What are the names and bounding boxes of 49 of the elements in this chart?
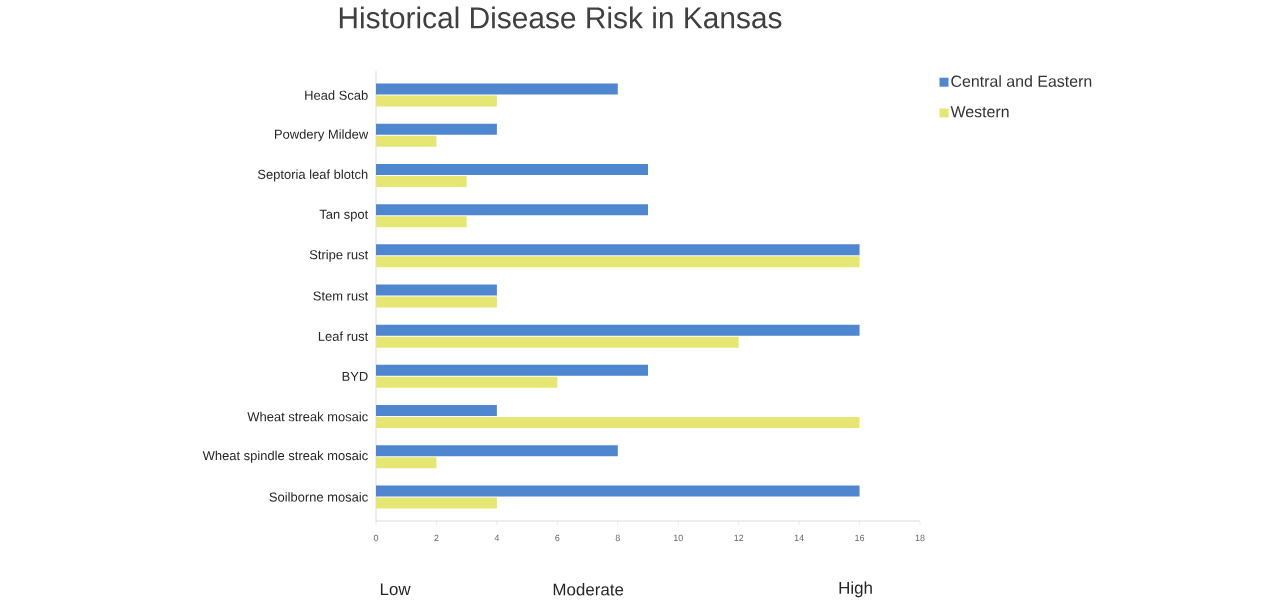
bar xyxy=(376,204,648,216)
x-tick-label: 16 xyxy=(855,534,865,542)
bar xyxy=(376,123,497,135)
y-tick-label: Wheat streak mosaic xyxy=(247,411,368,422)
y-tick-label: Head Scab xyxy=(305,90,368,100)
text: Moderate xyxy=(553,583,624,596)
bar xyxy=(376,83,618,95)
text: Low xyxy=(380,583,411,596)
bar xyxy=(376,457,437,469)
y-tick-label: Tan spot xyxy=(319,209,369,222)
bar xyxy=(376,244,860,256)
bar xyxy=(376,256,860,268)
bar xyxy=(376,485,860,497)
x-tick-label: 6 xyxy=(555,534,560,542)
bar xyxy=(376,284,497,296)
y-tick-label: BYD xyxy=(342,371,368,381)
bar xyxy=(376,216,467,228)
y-tick-label: Leaf rust xyxy=(318,331,369,341)
bar xyxy=(376,497,497,509)
x-tick-label: 4 xyxy=(494,534,500,541)
y-tick-label: Stripe rust xyxy=(309,249,369,262)
bar xyxy=(376,95,497,107)
x-tick-label: 0 xyxy=(373,534,379,542)
bar xyxy=(376,445,618,457)
bar xyxy=(376,324,860,336)
bar xyxy=(376,405,497,417)
text: High xyxy=(839,581,872,598)
x-tick-label: 10 xyxy=(673,534,683,542)
bar xyxy=(376,175,467,187)
bar xyxy=(376,376,558,388)
bar xyxy=(376,163,648,175)
x-tick-label: 12 xyxy=(734,534,744,542)
chart-title: Historical Disease Risk in Kansas xyxy=(339,6,782,29)
y-tick-label: Powdery Mildew xyxy=(275,129,369,142)
x-tick-label: 2 xyxy=(434,534,439,542)
x-tick-label: 8 xyxy=(615,534,620,542)
bar xyxy=(376,296,497,308)
bar xyxy=(376,135,437,147)
y-tick-label: Septoria leaf blotch xyxy=(257,169,368,182)
x-tick-label: 14 xyxy=(794,534,804,541)
x-tick-label: 18 xyxy=(915,534,925,542)
legend-label: Western xyxy=(950,106,1009,118)
bar xyxy=(376,417,860,429)
bar xyxy=(376,364,648,376)
y-tick-label: Wheat spindle streak mosaic xyxy=(202,450,368,463)
y-tick-label: Soilborne mosaic xyxy=(269,492,368,502)
y-tick-label: Stem rust xyxy=(313,291,369,301)
legend-label: Central and Eastern xyxy=(951,75,1092,87)
bar xyxy=(376,336,739,348)
